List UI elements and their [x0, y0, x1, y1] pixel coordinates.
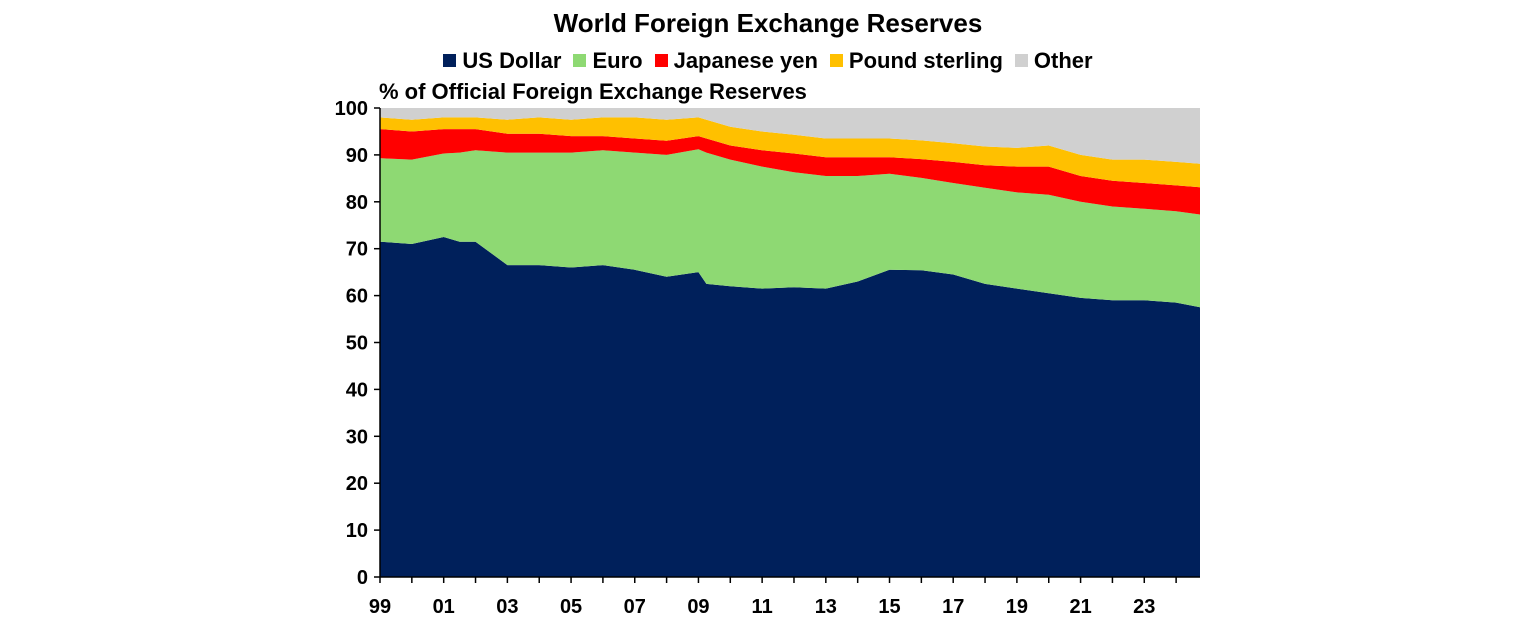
x-tick-label: 03 — [496, 596, 518, 618]
x-tick-label: 17 — [942, 596, 964, 618]
x-tick-label: 11 — [752, 596, 773, 618]
legend-item-other: Other — [1014, 47, 1093, 74]
x-tick-label: 07 — [624, 596, 646, 618]
legend-swatch-japanese-yen — [654, 54, 668, 67]
legend-label-euro: Euro — [592, 47, 643, 73]
x-tick-label: 23 — [1133, 596, 1155, 618]
area-pound-sterling — [380, 117, 1200, 188]
legend: US Dollar Euro Japanese yen Pound sterling O… — [0, 47, 1536, 74]
legend-item-euro: Euro — [573, 47, 643, 74]
legend-swatch-pound-sterling — [829, 54, 843, 67]
legend-label-us-dollar: US Dollar — [462, 47, 562, 73]
y-tick-label: 20 — [346, 473, 368, 495]
y-tick-label: 0 — [357, 567, 368, 589]
y-tick-label: 10 — [346, 520, 368, 542]
y-axis-unit-label: % of Official Foreign Exchange Reserves — [379, 79, 807, 104]
y-tick-label: 80 — [346, 192, 368, 214]
area-us-dollar — [380, 237, 1200, 577]
y-tick-label: 90 — [346, 145, 368, 167]
chart-title: World Foreign Exchange Reserves — [553, 8, 983, 38]
x-tick-label: 01 — [433, 596, 455, 618]
legend-label-other: Other — [1033, 47, 1093, 73]
area-other — [380, 108, 1200, 164]
area-japanese-yen — [380, 129, 1200, 215]
x-tick-label: 21 — [1069, 596, 1091, 618]
x-tick-label: 13 — [815, 596, 837, 618]
x-tick-label: 15 — [878, 596, 900, 618]
y-tick-label: 30 — [346, 426, 368, 448]
legend-swatch-euro — [573, 54, 587, 67]
y-tick-label: 60 — [346, 286, 368, 308]
series-areas — [380, 108, 1200, 577]
y-tick-label: 40 — [346, 379, 368, 401]
axes: 0 10 20 30 40 50 60 70 80 90 100 99 01 03 05 07 09 11 13 15… — [335, 98, 1200, 618]
legend-item-japanese-yen: Japanese yen — [654, 47, 818, 74]
area-euro — [380, 149, 1200, 308]
x-tick-label: 09 — [687, 596, 709, 618]
legend-item-us-dollar: US Dollar — [443, 48, 561, 74]
legend-label-japanese-yen: Japanese yen — [673, 47, 818, 73]
legend-item-pound-sterling: Pound sterling — [829, 47, 1003, 74]
y-tick-label: 100 — [335, 98, 368, 120]
legend-swatch-us-dollar — [443, 54, 457, 67]
y-tick-label: 70 — [346, 239, 368, 261]
legend-swatch-other — [1014, 54, 1028, 67]
y-tick-label: 50 — [346, 333, 368, 355]
legend-label-pound-sterling: Pound sterling — [848, 47, 1003, 73]
x-tick-label: 19 — [1006, 596, 1028, 618]
x-tick-label: 99 — [369, 596, 391, 618]
x-tick-label: 05 — [560, 596, 582, 618]
